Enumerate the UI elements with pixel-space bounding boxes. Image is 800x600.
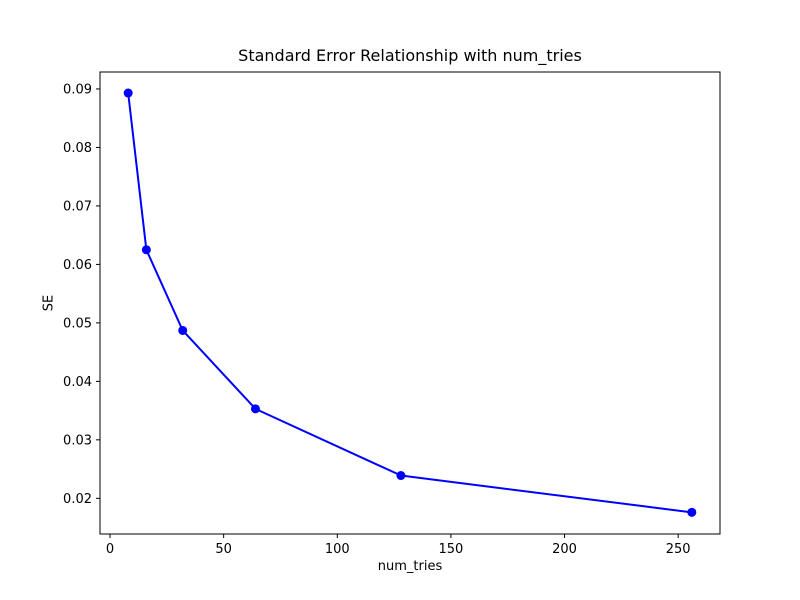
y-tick-label: 0.09 [63,82,92,97]
y-axis-label: SE [41,294,57,312]
y-tick-label: 0.02 [63,492,92,507]
y-tick-label: 0.06 [63,258,92,273]
y-tick-label: 0.05 [63,316,92,331]
y-tick-label: 0.04 [63,375,92,390]
x-tick-label: 150 [438,542,463,557]
data-point-marker [250,404,260,414]
y-tick-label: 0.03 [63,433,92,448]
data-point-marker [141,245,151,255]
y-tick-label: 0.08 [63,141,92,156]
data-point-marker [123,88,133,98]
x-tick-label: 100 [325,542,350,557]
data-point-marker [396,471,406,481]
data-point-marker [178,325,188,335]
x-tick-label: 0 [106,542,114,557]
x-tick-label: 50 [215,542,232,557]
x-axis-label: num_tries [377,559,443,574]
chart-title: Standard Error Relationship with num_tri… [238,46,582,65]
x-tick-label: 200 [552,542,577,557]
x-tick-label: 250 [666,542,691,557]
data-point-marker [687,507,697,517]
plot-area [99,71,721,535]
se-line [127,92,693,514]
y-tick-label: 0.07 [63,199,92,214]
